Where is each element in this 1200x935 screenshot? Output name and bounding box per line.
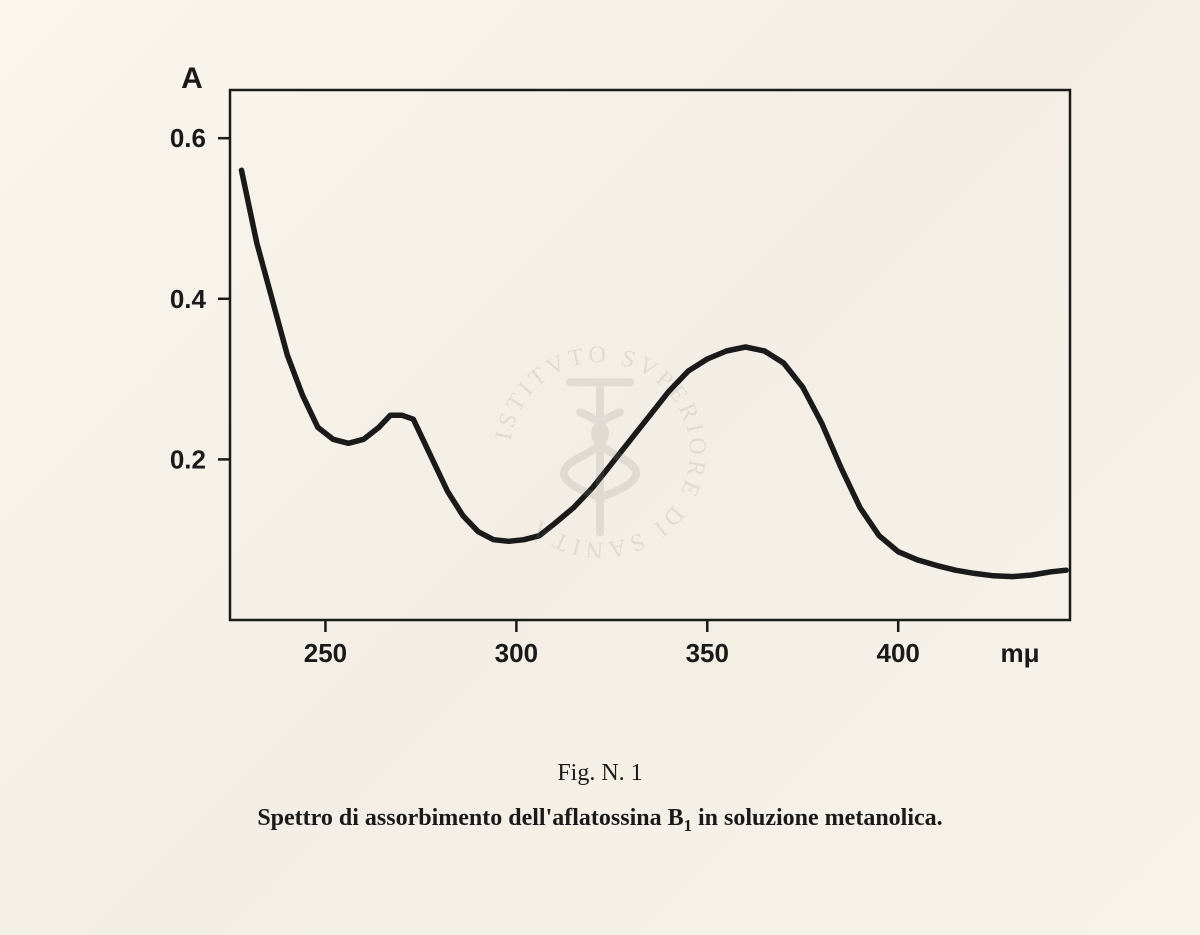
chart-svg: 0.2 0.4 0.6 250 300 350 400 Amμ: [150, 60, 1090, 700]
y-axis-label: A: [181, 62, 203, 95]
figure-number: Fig. N. 1: [0, 760, 1200, 787]
y-tick-label: 0.4: [170, 284, 207, 314]
y-tick-label: 0.6: [170, 123, 206, 153]
y-tick-label: 0.2: [170, 444, 206, 474]
figure-caption: Fig. N. 1 Spettro di assorbimento dell'a…: [0, 760, 1200, 836]
caption-text-post: in soluzione metanolica.: [692, 805, 943, 831]
x-tick-label: 400: [876, 638, 919, 668]
x-tick-label: 300: [495, 638, 538, 668]
plot-frame: [230, 90, 1070, 620]
x-axis-unit: mμ: [1000, 638, 1039, 668]
x-tick-label: 250: [304, 638, 347, 668]
spectrum-chart: 0.2 0.4 0.6 250 300 350 400 Amμ: [150, 60, 1090, 700]
caption-text-pre: Spettro di assorbimento dell'aflatossina…: [257, 805, 683, 831]
x-tick-label: 350: [686, 638, 729, 668]
caption-subscript: 1: [684, 816, 692, 835]
figure-title: Spettro di assorbimento dell'aflatossina…: [0, 805, 1200, 836]
page-root: 0.20.40.6250300350400Amμ ISTITVTO SVPERI…: [0, 0, 1200, 935]
spectrum-curve: [242, 170, 1067, 576]
